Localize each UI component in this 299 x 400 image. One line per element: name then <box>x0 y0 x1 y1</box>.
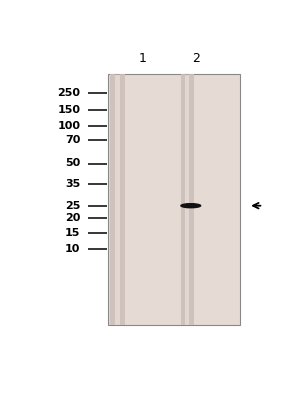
Bar <box>185 74 189 325</box>
Text: 10: 10 <box>65 244 80 254</box>
Text: 150: 150 <box>57 105 80 115</box>
Bar <box>120 74 126 325</box>
Text: 50: 50 <box>65 158 80 168</box>
Bar <box>108 74 240 325</box>
Bar <box>115 74 120 325</box>
Text: 20: 20 <box>65 213 80 223</box>
Text: 15: 15 <box>65 228 80 238</box>
Text: 250: 250 <box>57 88 80 98</box>
Ellipse shape <box>181 204 201 208</box>
Bar <box>110 74 115 325</box>
Text: 100: 100 <box>57 121 80 131</box>
Text: 70: 70 <box>65 135 80 146</box>
Text: 1: 1 <box>139 52 147 65</box>
Text: 25: 25 <box>65 201 80 211</box>
Bar <box>181 74 185 325</box>
Text: 2: 2 <box>192 52 200 65</box>
Text: 35: 35 <box>65 179 80 189</box>
Bar <box>189 74 194 325</box>
